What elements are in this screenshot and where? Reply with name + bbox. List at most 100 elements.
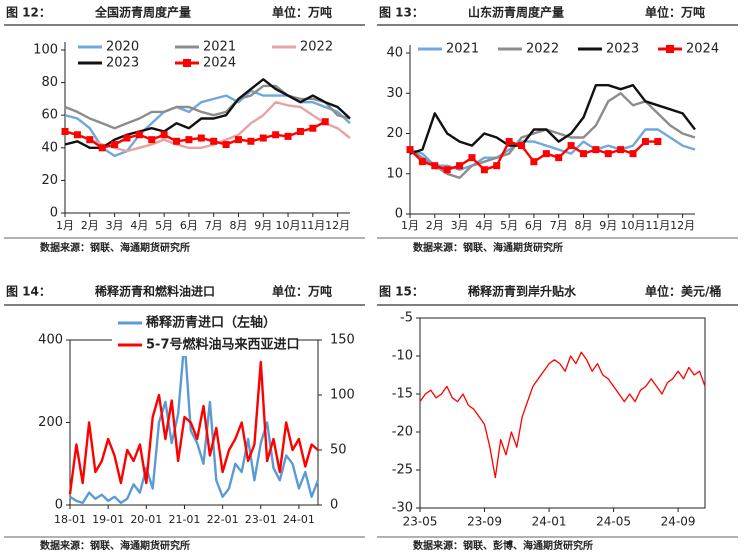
x-tick-label: 9月 xyxy=(599,219,617,232)
x-tick-label: 19-01 xyxy=(92,513,124,526)
x-tick-label: 11月 xyxy=(300,219,325,232)
source-note: 数据来源：钢联、海通期货研究所 xyxy=(413,241,563,254)
y-tick-label: 200 xyxy=(38,415,63,430)
y-tick-label: 40 xyxy=(41,140,58,155)
x-tick-label: 5月 xyxy=(500,219,518,232)
x-tick-label: 9月 xyxy=(254,219,272,232)
figure-label: 图 13： xyxy=(379,6,424,20)
x-tick-label: 24-09 xyxy=(661,515,696,529)
x-tick-label: 6月 xyxy=(525,219,543,232)
y2-tick-label: 150 xyxy=(330,333,355,348)
unit-label: 单位：万吨 xyxy=(272,284,332,299)
point-marker xyxy=(247,137,255,145)
point-marker xyxy=(98,144,106,152)
point-marker xyxy=(284,132,292,140)
point-marker xyxy=(86,136,94,144)
point-marker xyxy=(617,146,625,154)
legend-box xyxy=(112,312,297,356)
point-marker xyxy=(160,131,168,139)
point-marker xyxy=(234,136,242,144)
x-tick-label: 12月 xyxy=(670,219,695,232)
y-tick-label: -10 xyxy=(392,349,413,364)
x-tick-label: 24-01 xyxy=(283,513,315,526)
chart-title: 稀释沥青和燃料油进口 xyxy=(95,284,215,299)
series-line xyxy=(409,92,696,179)
point-marker xyxy=(321,118,329,126)
point-marker xyxy=(272,131,280,139)
x-tick-label: 18-01 xyxy=(54,513,86,526)
legend-label: 5-7号燃料油马来西亚进口 xyxy=(146,337,300,353)
point-marker xyxy=(641,138,649,146)
point-marker xyxy=(456,162,464,170)
legend-label: 2023 xyxy=(106,56,139,71)
series-line xyxy=(64,84,351,130)
x-tick-label: 4月 xyxy=(475,219,493,232)
point-marker xyxy=(406,146,414,154)
unit-label: 单位：美元/桶 xyxy=(645,284,721,299)
point-marker xyxy=(111,141,119,149)
source-note: 数据来源：钢联、海通期货研究所 xyxy=(40,241,190,254)
legend-label: 2024 xyxy=(203,56,236,71)
legend-label: 稀释沥青进口（左轴） xyxy=(146,315,276,331)
point-marker xyxy=(61,128,69,135)
figure-label: 图 15： xyxy=(379,285,424,299)
point-marker xyxy=(542,150,550,158)
point-marker xyxy=(197,134,205,142)
x-tick-label: 10月 xyxy=(621,219,646,232)
series-line xyxy=(409,84,696,155)
point-marker xyxy=(518,142,526,150)
point-marker xyxy=(480,166,488,174)
point-marker xyxy=(210,137,218,145)
point-marker xyxy=(296,128,304,135)
x-tick-label: 3月 xyxy=(106,219,124,232)
point-marker xyxy=(135,131,143,139)
x-tick-label: 10月 xyxy=(276,219,301,232)
chart-title: 山东沥青周度产量 xyxy=(468,5,564,20)
x-tick-label: 21-01 xyxy=(168,513,200,526)
point-marker xyxy=(123,134,131,142)
y2-tick-label: 100 xyxy=(330,388,355,403)
figure-label: 图 12： xyxy=(6,6,51,20)
series-line xyxy=(419,351,706,479)
x-tick-label: 20-01 xyxy=(130,513,162,526)
legend-marker xyxy=(183,59,191,67)
point-marker xyxy=(73,131,81,139)
series-line xyxy=(64,120,326,149)
legend-label: 2021 xyxy=(203,40,236,55)
point-marker xyxy=(431,162,439,170)
x-tick-label: 24-05 xyxy=(596,515,631,529)
x-tick-label: 4月 xyxy=(130,219,148,232)
series-line xyxy=(64,78,351,149)
x-tick-label: 5月 xyxy=(155,219,173,232)
point-marker xyxy=(222,141,230,149)
x-tick-label: 11月 xyxy=(645,219,670,232)
figure-label: 图 14： xyxy=(6,285,51,299)
point-marker xyxy=(505,138,513,146)
x-tick-label: 1月 xyxy=(401,219,419,232)
chart-title: 稀释沥青到岸升贴水 xyxy=(468,284,577,299)
x-tick-label: 7月 xyxy=(205,219,223,232)
point-marker xyxy=(592,146,600,154)
point-marker xyxy=(443,166,451,174)
point-marker xyxy=(418,158,426,166)
point-marker xyxy=(604,150,612,158)
y-tick-label: 0 xyxy=(395,207,403,222)
point-marker xyxy=(567,142,575,150)
point-marker xyxy=(148,136,156,144)
unit-label: 单位：万吨 xyxy=(645,5,705,20)
y-tick-label: 400 xyxy=(38,333,63,348)
unit-label: 单位：万吨 xyxy=(272,5,332,20)
series-line xyxy=(68,360,319,495)
x-tick-label: 7月 xyxy=(550,219,568,232)
y-tick-label: 0 xyxy=(55,498,63,513)
y2-tick-label: 50 xyxy=(330,443,347,458)
y-tick-label: 10 xyxy=(386,166,403,181)
point-marker xyxy=(579,150,587,158)
x-tick-label: 23-09 xyxy=(467,515,502,529)
x-tick-label: 23-01 xyxy=(245,513,277,526)
point-marker xyxy=(530,158,538,166)
x-tick-label: 23-05 xyxy=(403,515,438,529)
x-tick-label: 2月 xyxy=(426,219,444,232)
point-marker xyxy=(654,138,662,146)
